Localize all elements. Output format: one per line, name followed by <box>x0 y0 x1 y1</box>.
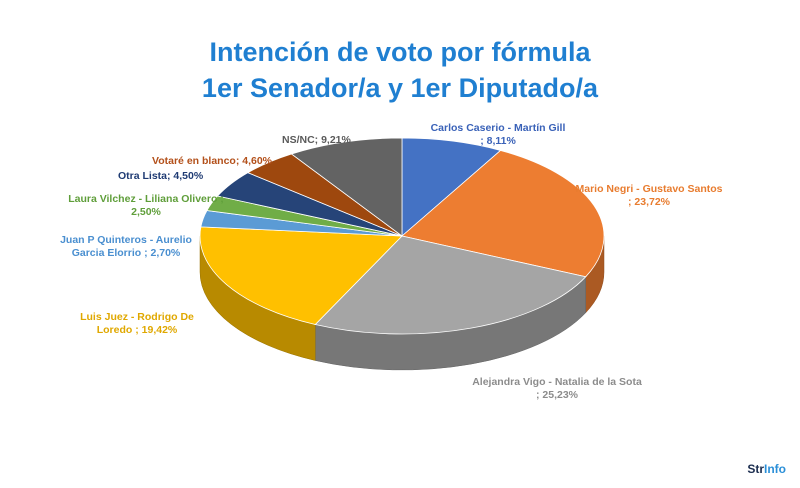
pie-label-2: Alejandra Vigo - Natalia de la Sota ; 25… <box>472 376 642 401</box>
logo-part-2: Info <box>764 462 786 476</box>
title-line-2: 1er Senador/a y 1er Diputado/a <box>201 73 599 103</box>
pie-slice-2 <box>314 235 587 335</box>
pie-label-5: Laura Vilchez - Liliana Olivero ; 2,50% <box>68 193 224 218</box>
pie-slice-0 <box>401 137 502 237</box>
pie-label-3: Luis Juez - Rodrigo De Loredo ; 19,42% <box>80 311 194 336</box>
chart-title: Intención de voto por fórmula 1er Senado… <box>0 34 800 106</box>
pie-label-0: Carlos Caserio - Martín Gill ; 8,11% <box>430 122 566 147</box>
pie-slice-3 <box>199 226 403 325</box>
logo-part-1: Str <box>747 462 764 476</box>
pie-label-8: NS/NC; 9,21% <box>282 134 351 146</box>
title-line-1: Intención de voto por fórmula <box>209 37 591 67</box>
pie-label-1: Mario Negri - Gustavo Santos ; 23,72% <box>575 183 723 208</box>
pie-label-4: Juan P Quinteros - Aurelio Garcia Elorri… <box>60 234 192 259</box>
strinfo-logo: StrInfo <box>747 462 786 476</box>
pie-top <box>199 137 605 335</box>
pie-slice-1 <box>401 150 605 278</box>
pie-label-6: Otra Lista; 4,50% <box>118 170 204 182</box>
pie-slice-8 <box>290 137 403 237</box>
pie-label-7: Votaré en blanco; 4,60% <box>152 155 273 167</box>
